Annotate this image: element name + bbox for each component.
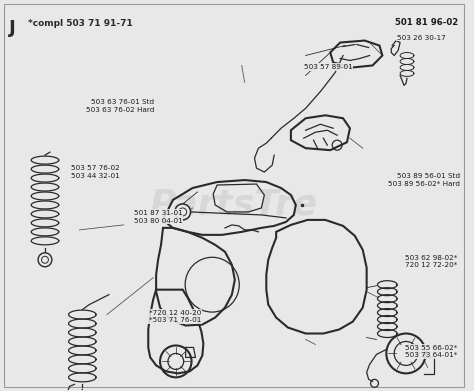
Text: 503 89 56-01 Std
503 89 56-02* Hard: 503 89 56-01 Std 503 89 56-02* Hard	[388, 173, 460, 187]
Text: 503 55 66-02*
503 73 64-01*: 503 55 66-02* 503 73 64-01*	[405, 344, 458, 358]
Text: *720 12 40-20
*503 71 76-01: *720 12 40-20 *503 71 76-01	[149, 310, 201, 323]
Text: PartsTre: PartsTre	[150, 188, 318, 222]
Text: *compl 503 71 91-71: *compl 503 71 91-71	[28, 19, 133, 28]
Text: 503 57 76-02
503 44 32-01: 503 57 76-02 503 44 32-01	[71, 165, 119, 179]
Circle shape	[38, 253, 52, 267]
Text: 503 63 76-01 Std
503 63 76-02 Hard: 503 63 76-01 Std 503 63 76-02 Hard	[86, 99, 155, 113]
Text: ™: ™	[306, 195, 317, 205]
Text: 503 26 30-17: 503 26 30-17	[397, 35, 446, 41]
Text: 503 62 98-02*
720 12 72-20*: 503 62 98-02* 720 12 72-20*	[405, 255, 458, 269]
Text: J: J	[9, 19, 15, 37]
Text: 503 57 89-01: 503 57 89-01	[304, 64, 353, 70]
Circle shape	[175, 204, 191, 220]
Text: 501 87 31-01
503 80 04-01: 501 87 31-01 503 80 04-01	[134, 210, 182, 224]
Text: 501 81 96-02: 501 81 96-02	[395, 18, 458, 27]
Circle shape	[386, 334, 426, 373]
